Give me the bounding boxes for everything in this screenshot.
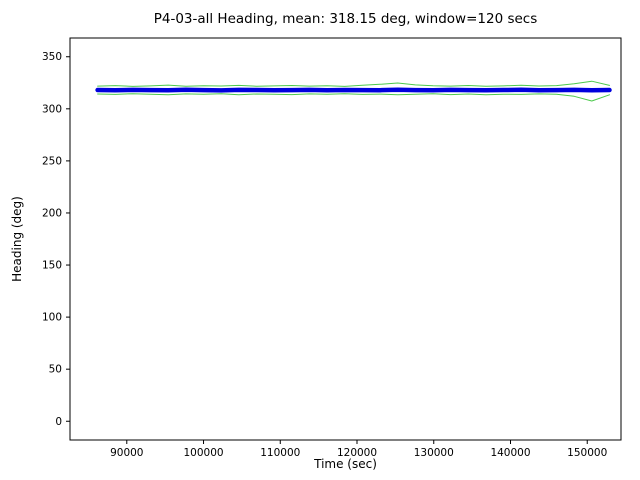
x-tick-label: 130000 (414, 447, 454, 459)
x-tick-label: 150000 (567, 447, 607, 459)
y-tick-label: 100 (42, 312, 62, 324)
series-window-min (97, 93, 610, 102)
x-tick-label: 140000 (490, 447, 530, 459)
x-axis-label: Time (sec) (314, 457, 377, 471)
y-tick-label: 150 (42, 260, 62, 272)
x-tick-label: 120000 (337, 447, 377, 459)
x-tick-label: 100000 (183, 447, 223, 459)
y-tick-label: 0 (55, 416, 62, 428)
x-tick-label: 110000 (260, 447, 300, 459)
y-tick-label: 200 (42, 207, 62, 219)
y-tick-label: 350 (42, 51, 62, 63)
chart-title: P4-03-all Heading, mean: 318.15 deg, win… (153, 11, 538, 27)
x-tick-label: 90000 (110, 447, 143, 459)
y-tick-label: 50 (49, 364, 62, 376)
plot-border (69, 37, 622, 441)
y-tick-label: 250 (42, 155, 62, 167)
y-tick-label: 300 (42, 103, 62, 115)
series-window-max (97, 80, 610, 87)
series-heading-mean (95, 87, 612, 93)
